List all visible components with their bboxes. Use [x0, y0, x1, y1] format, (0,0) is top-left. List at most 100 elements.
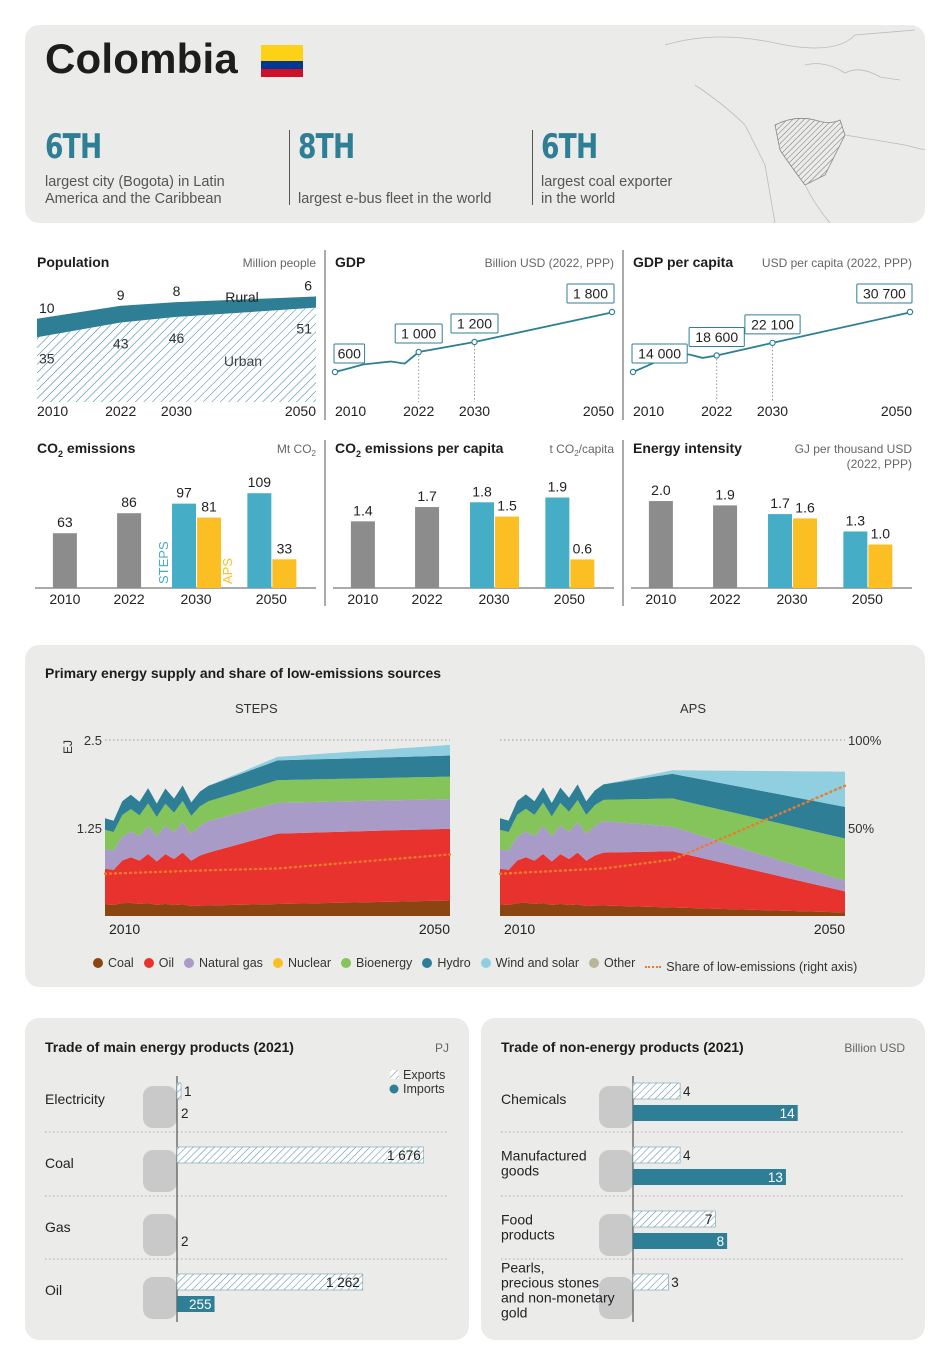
- co2-bar-aps: [272, 559, 297, 588]
- legend-imports-swatch: [389, 1084, 399, 1094]
- energy-intensity-bar-steps: [768, 514, 793, 588]
- gdp-per-capita-label-box: [744, 314, 801, 335]
- fact-divider-2: [532, 130, 533, 205]
- gdp-per-capita-xtick: 2030: [757, 403, 788, 419]
- trade-energy-imports-label: 2: [181, 1234, 189, 1249]
- aps-area-wind-solar: [500, 770, 845, 821]
- fact-text-2-line-1: [298, 174, 528, 191]
- co2-bar-label: 109: [248, 474, 272, 490]
- trade-nonenergy-category-label: products: [501, 1227, 555, 1243]
- rural-value-label: 10: [39, 300, 55, 316]
- steps-xtick: 2050: [419, 921, 450, 937]
- co2-per-capita-bar-historic: [415, 507, 440, 588]
- co2-per-capita-bar-label: 1.5: [497, 498, 517, 514]
- energy-intensity-bar-aps: [868, 544, 893, 588]
- legend-label: Coal: [108, 956, 134, 970]
- trade-energy-bar-imports: [177, 1296, 215, 1312]
- energy-y2tick: 50%: [848, 821, 874, 836]
- gdp-per-capita-title: GDP per capita: [633, 254, 733, 270]
- trade-nonenergy-bar-exports: [632, 1082, 681, 1100]
- co2-bar-aps: [197, 517, 222, 588]
- energy-intensity-bar-label: 2.0: [651, 482, 671, 498]
- trade-nonenergy-imports-label: 14: [780, 1106, 796, 1121]
- trade-nonenergy-category-label: Manufactured: [501, 1148, 587, 1164]
- legend-label: Nuclear: [287, 956, 332, 970]
- gdp-label-box: [333, 343, 366, 364]
- co2-xtick: 2050: [256, 591, 287, 607]
- steps-panel-label: STEPS: [235, 701, 278, 716]
- population-xtick: 2010: [37, 403, 68, 419]
- co2-bar-label: 81: [201, 499, 217, 515]
- energy-supply-chart: 2.5 1.25 100% 50% EJ 2010 2050 2010 2050: [61, 733, 882, 937]
- gdp-unit: Billion USD (2022, PPP): [485, 256, 614, 270]
- steps-xtick: 2010: [109, 921, 140, 937]
- co2-bar-steps: [247, 493, 272, 588]
- co2-bar-label: 33: [277, 540, 293, 556]
- energy-intensity-bar-aps: [793, 518, 818, 588]
- fact-text-3-line-1: largest coal exporter: [541, 174, 673, 190]
- trade-energy-product-icon: [143, 1150, 177, 1192]
- aps-area-gas: [500, 820, 845, 892]
- rural-value-label: 8: [173, 283, 181, 299]
- legend-label: Hydro: [437, 956, 471, 970]
- gdp-value-label: 1 000: [401, 326, 436, 342]
- co2-per-capita-bar-aps: [495, 516, 520, 588]
- gdp-xtick: 2050: [583, 403, 614, 419]
- map-outline: [664, 29, 925, 223]
- trade-energy-bar-exports: [176, 1146, 424, 1164]
- energy-supply-title: Primary energy supply and share of low-e…: [45, 665, 442, 681]
- fact-text-2-line-2: largest e-bus fleet in the world: [298, 191, 492, 207]
- legend-swatch: [422, 958, 433, 968]
- legend-item: Other: [589, 956, 635, 970]
- energy-intensity-bar-steps: [843, 531, 868, 588]
- trade-energy-imports-label: 2: [181, 1106, 189, 1121]
- population-xtick: 2030: [161, 403, 192, 419]
- co2-per-capita-bar-steps: [470, 502, 495, 588]
- trade-nonenergy-imports-label: 13: [768, 1170, 783, 1185]
- legend-item: Oil: [143, 956, 174, 970]
- energy-ylabel: EJ: [61, 740, 75, 754]
- co2-per-capita-bar-label: 1.8: [472, 483, 492, 499]
- fact-rank-2: 8TH: [298, 127, 355, 167]
- legend-item: Natural gas: [184, 956, 263, 970]
- population-xtick: 2050: [285, 403, 316, 419]
- steps-area-bio: [105, 776, 450, 851]
- trade-nonenergy-product-icon: [599, 1150, 633, 1192]
- gdp-title: GDP: [335, 254, 365, 270]
- legend-label: Share of low-emissions (right axis): [666, 960, 858, 974]
- trade-energy-product-icon: [143, 1277, 177, 1319]
- co2-aps-tag: APS: [220, 558, 235, 584]
- fact-rank-1: 6TH: [45, 127, 102, 167]
- legend-item: Coal: [93, 956, 134, 970]
- legend-swatch: [341, 958, 352, 968]
- co2-bar-label: 86: [121, 494, 137, 510]
- aps-xtick: 2010: [504, 921, 535, 937]
- energy-intensity-title: Energy intensity: [633, 440, 742, 456]
- urban-value-label: 46: [169, 330, 185, 346]
- gdp-label-box: [566, 283, 615, 304]
- gdp-label-box: [394, 323, 443, 344]
- trade-nonenergy-exports-label: 4: [683, 1084, 691, 1099]
- co2-per-capita-bar-aps: [570, 559, 595, 588]
- gdp-per-capita-value-label: 18 600: [695, 329, 738, 345]
- gdp-xtick: 2022: [403, 403, 434, 419]
- energy-intensity-xtick: 2010: [645, 591, 676, 607]
- legend-exports-swatch: [390, 1070, 399, 1079]
- trade-energy-panel: Trade of main energy products (2021) PJ …: [25, 1018, 469, 1340]
- trade-nonenergy-category-label: Chemicals: [501, 1091, 566, 1107]
- trade-energy-exports-label: 1 676: [387, 1148, 421, 1163]
- aps-area-bio: [500, 798, 845, 881]
- trade-energy-category-label: Electricity: [45, 1091, 105, 1107]
- energy-intensity-xtick: 2022: [709, 591, 740, 607]
- flag-icon: [261, 45, 303, 77]
- energy-supply-panel: Primary energy supply and share of low-e…: [25, 645, 925, 987]
- gdp-per-capita-line: [632, 311, 913, 373]
- trade-nonenergy-product-icon: [599, 1277, 633, 1319]
- legend-item: Bioenergy: [341, 956, 412, 970]
- legend-item: Nuclear: [272, 956, 332, 970]
- co2-bar-historic: [117, 513, 142, 588]
- trade-nonenergy-category-label: precious stones: [501, 1275, 599, 1291]
- fact-text-2: largest e-bus fleet in the world: [298, 174, 528, 208]
- trade-nonenergy-category-label: and non-monetary: [501, 1290, 615, 1306]
- energy-y2tick: 100%: [848, 733, 882, 748]
